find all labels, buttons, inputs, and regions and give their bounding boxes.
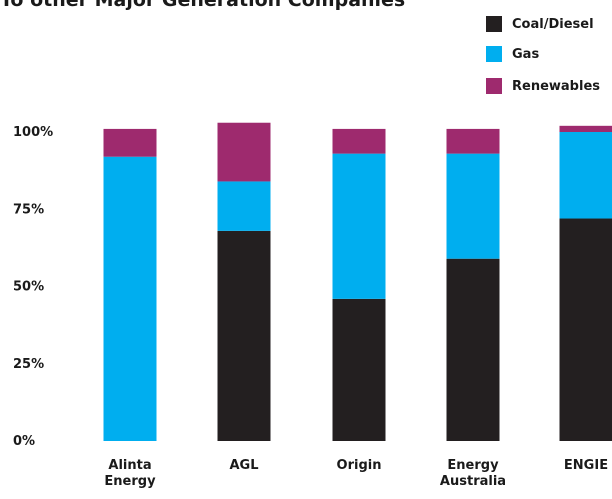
bar-segment-renewables: [559, 125, 612, 132]
legend-swatch-gas: [486, 46, 502, 62]
bar-segment-gas: [559, 132, 612, 219]
category-label: Energy: [447, 458, 499, 473]
category-label: Alinta: [108, 458, 151, 473]
chart-title: To other Major Generation Companies: [0, 0, 406, 11]
bar-segment-gas: [103, 156, 157, 441]
y-tick-label: 50%: [13, 280, 44, 295]
bar-segment-coal-diesel: [217, 230, 271, 441]
category-label: ENGIE: [564, 458, 608, 473]
bar-segment-renewables: [332, 128, 386, 154]
bar-segment-gas: [446, 153, 500, 259]
bar-segment-coal-diesel: [332, 298, 386, 441]
bar-segment-renewables: [103, 128, 157, 157]
legend-swatch-renewables: [486, 78, 502, 94]
y-tick-label: 100%: [13, 125, 53, 140]
legend-item-gas: Gas: [486, 44, 539, 64]
y-tick-label: 25%: [13, 357, 44, 372]
y-tick-label: 75%: [13, 202, 44, 217]
category-label: AGL: [229, 458, 258, 473]
legend-item-coal-diesel: Coal/Diesel: [486, 14, 594, 34]
legend-item-renewables: Renewables: [486, 76, 600, 96]
legend-label-renewables: Renewables: [512, 78, 600, 94]
bar-segment-renewables: [446, 128, 500, 154]
bar-segment-gas: [217, 181, 271, 231]
bar-segment-gas: [332, 153, 386, 299]
bar-segment-coal-diesel: [446, 258, 500, 441]
category-label: Origin: [337, 458, 382, 473]
category-label: Australia: [440, 474, 506, 489]
y-tick-label: 0%: [13, 434, 35, 449]
category-label: Energy: [104, 474, 156, 489]
bar-segment-renewables: [217, 122, 271, 182]
legend-swatch-coal-diesel: [486, 16, 502, 32]
bar-segment-coal-diesel: [559, 218, 612, 441]
legend-label-coal-diesel: Coal/Diesel: [512, 16, 594, 32]
legend-label-gas: Gas: [512, 46, 540, 62]
